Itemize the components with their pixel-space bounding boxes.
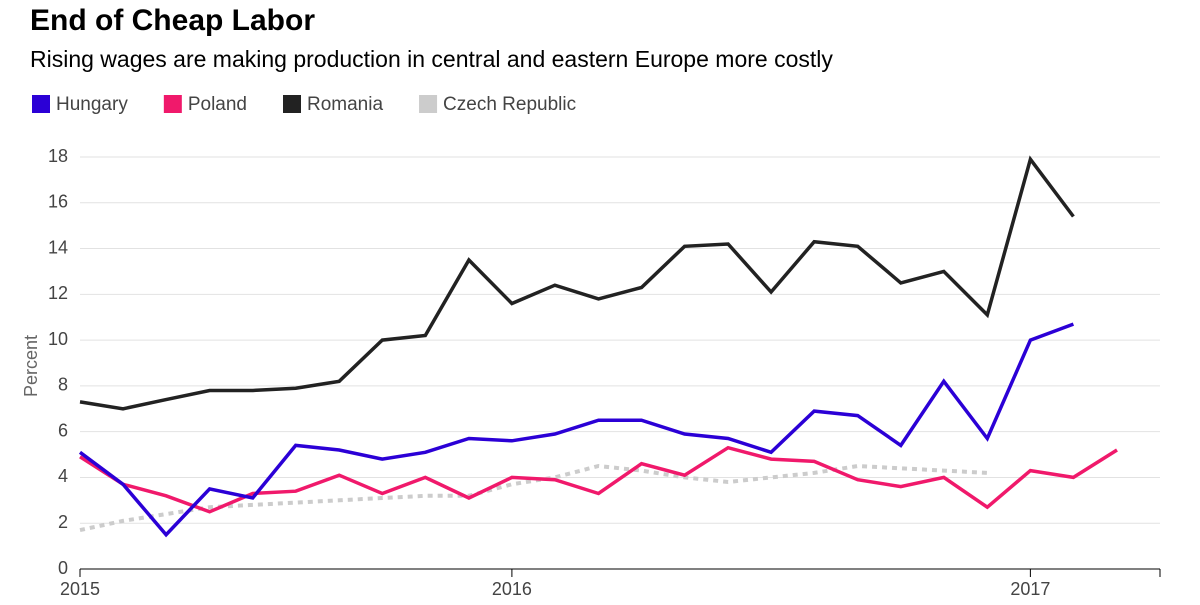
y-tick-label: 4 [58, 466, 68, 486]
series-line [79, 445, 1118, 514]
legend-label: Romania [307, 94, 383, 115]
y-tick-label: 6 [58, 420, 68, 440]
legend-swatch [419, 95, 438, 113]
legend-label: Czech Republic [443, 94, 576, 115]
legend-swatch [163, 95, 182, 113]
x-tick-label: 2015 [60, 579, 100, 599]
y-tick-label: 10 [48, 329, 68, 349]
x-tick-label: 2017 [1010, 579, 1050, 599]
x-tick-label: 2016 [492, 579, 532, 599]
y-tick-label: 8 [58, 375, 68, 395]
series-line [79, 155, 1075, 411]
legend-label: Hungary [56, 94, 128, 115]
legend-swatch [32, 95, 50, 113]
y-tick-label: 0 [58, 558, 68, 578]
chart-subtitle: Rising wages are making production in ce… [30, 46, 833, 72]
y-tick-label: 12 [48, 283, 68, 303]
legend-label: Poland [188, 94, 247, 115]
y-tick-label: 16 [48, 192, 68, 212]
series-line [78, 322, 1075, 538]
legend-swatch [283, 95, 301, 113]
y-axis-label: Percent [21, 335, 41, 397]
y-tick-label: 14 [48, 237, 68, 257]
y-tick-label: 18 [48, 146, 68, 166]
y-tick-label: 2 [58, 512, 68, 532]
chart-title: End of Cheap Labor [30, 4, 315, 37]
